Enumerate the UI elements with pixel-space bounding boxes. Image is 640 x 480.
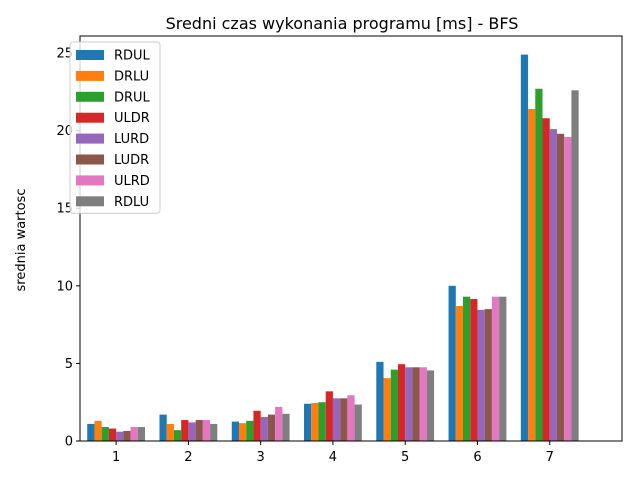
y-axis-label: srednia wartosc <box>14 189 29 292</box>
bar-lurd-6 <box>477 309 485 441</box>
bar-uldr-6 <box>470 299 478 441</box>
y-tick-label: 0 <box>65 435 73 450</box>
bar-ludr-2 <box>195 420 203 441</box>
legend-label-rdlu: RDLU <box>114 195 149 210</box>
plot-frame <box>79 35 623 442</box>
bar-ulrd-1 <box>130 427 138 441</box>
x-tick-label: 2 <box>184 450 192 465</box>
legend-label-drlu: DRLU <box>114 69 149 84</box>
bar-uldr-5 <box>397 364 406 441</box>
x-tick-label: 3 <box>257 450 265 465</box>
legend-label-ludr: LUDR <box>114 153 149 168</box>
bar-lurd-7 <box>549 129 557 441</box>
bar-uldr-3 <box>253 410 261 441</box>
bar-drlu-2 <box>166 423 174 441</box>
bar-rdul-2 <box>159 414 167 441</box>
bar-ulrd-5 <box>419 367 427 441</box>
legend-label-ulrd: ULRD <box>114 174 150 189</box>
bar-drul-7 <box>535 88 543 441</box>
bar-uldr-4 <box>325 391 333 441</box>
legend-swatch-ludr <box>76 154 104 165</box>
bar-ulrd-4 <box>347 395 355 441</box>
x-tick-label: 1 <box>112 450 120 465</box>
bar-rdul-3 <box>231 421 239 441</box>
bar-rdlu-7 <box>571 90 579 441</box>
bar-uldr-1 <box>108 428 117 441</box>
bar-drul-2 <box>173 430 182 441</box>
legend-swatch-lurd <box>76 133 104 144</box>
bar-rdlu-2 <box>210 423 218 441</box>
bar-rdlu-1 <box>137 427 146 441</box>
bar-drul-1 <box>101 427 109 441</box>
bar-drul-5 <box>390 369 398 441</box>
x-tick-label: 6 <box>473 450 481 465</box>
bar-ludr-1 <box>123 430 131 441</box>
legend-label-drul: DRUL <box>114 90 151 105</box>
bar-rdul-5 <box>376 361 384 441</box>
y-tick-label: 15 <box>56 202 73 217</box>
bar-drul-4 <box>318 402 326 441</box>
bar-drlu-7 <box>528 108 536 442</box>
bar-ludr-5 <box>412 367 420 441</box>
y-tick-label: 10 <box>56 279 73 294</box>
legend: RDUL DRLU DRUL ULDR LURD LUDR ULRD RDLU <box>69 41 161 214</box>
bar-lurd-4 <box>332 398 341 441</box>
bar-rdlu-4 <box>354 404 362 441</box>
bar-rdul-7 <box>520 54 529 442</box>
y-tick-label: 20 <box>56 124 73 139</box>
bar-uldr-2 <box>181 420 189 441</box>
bar-lurd-1 <box>116 431 124 441</box>
bar-rdlu-5 <box>426 370 435 441</box>
bar-drul-6 <box>463 296 471 441</box>
bar-rdul-6 <box>448 285 456 441</box>
legend-label-uldr: ULDR <box>114 111 150 126</box>
bar-drlu-1 <box>94 420 102 441</box>
bar-uldr-7 <box>542 118 550 442</box>
x-tick-label: 4 <box>329 450 337 465</box>
bars-group <box>87 54 579 442</box>
y-tick-label: 25 <box>56 47 73 62</box>
bar-lurd-2 <box>188 422 196 441</box>
bar-ludr-4 <box>340 398 348 441</box>
bar-ludr-7 <box>556 133 565 441</box>
legend-swatch-drul <box>76 91 104 102</box>
x-tick-label: 7 <box>546 450 554 465</box>
bar-drlu-4 <box>311 402 319 441</box>
legend-swatch-rdlu <box>76 196 104 207</box>
bar-drlu-5 <box>383 378 391 441</box>
legend-swatch-rdul <box>76 50 104 60</box>
bar-drlu-6 <box>455 306 464 441</box>
bar-ulrd-2 <box>202 420 211 441</box>
bar-drul-3 <box>246 420 254 441</box>
bar-rdul-1 <box>87 423 95 441</box>
bar-rdul-4 <box>304 403 312 441</box>
chart-title: Sredni czas wykonania programu [ms] - BF… <box>166 14 519 33</box>
bar-drlu-3 <box>238 423 247 441</box>
bar-ludr-3 <box>267 414 276 441</box>
bar-lurd-5 <box>405 367 413 441</box>
legend-swatch-drlu <box>76 70 104 81</box>
y-tick-label: 5 <box>65 357 73 372</box>
legend-label-rdul: RDUL <box>114 49 151 64</box>
legend-swatch-ulrd <box>76 175 104 186</box>
bar-ulrd-6 <box>491 296 500 441</box>
bar-ludr-6 <box>484 309 492 441</box>
legend-swatch-uldr <box>76 112 104 123</box>
x-tick-label: 5 <box>401 450 409 465</box>
legend-box <box>69 41 161 214</box>
bar-rdlu-3 <box>282 413 290 441</box>
bar-ulrd-3 <box>275 406 283 441</box>
bar-ulrd-7 <box>564 136 572 442</box>
legend-label-lurd: LURD <box>114 132 149 147</box>
bar-rdlu-6 <box>499 296 507 441</box>
bar-lurd-3 <box>260 416 268 441</box>
